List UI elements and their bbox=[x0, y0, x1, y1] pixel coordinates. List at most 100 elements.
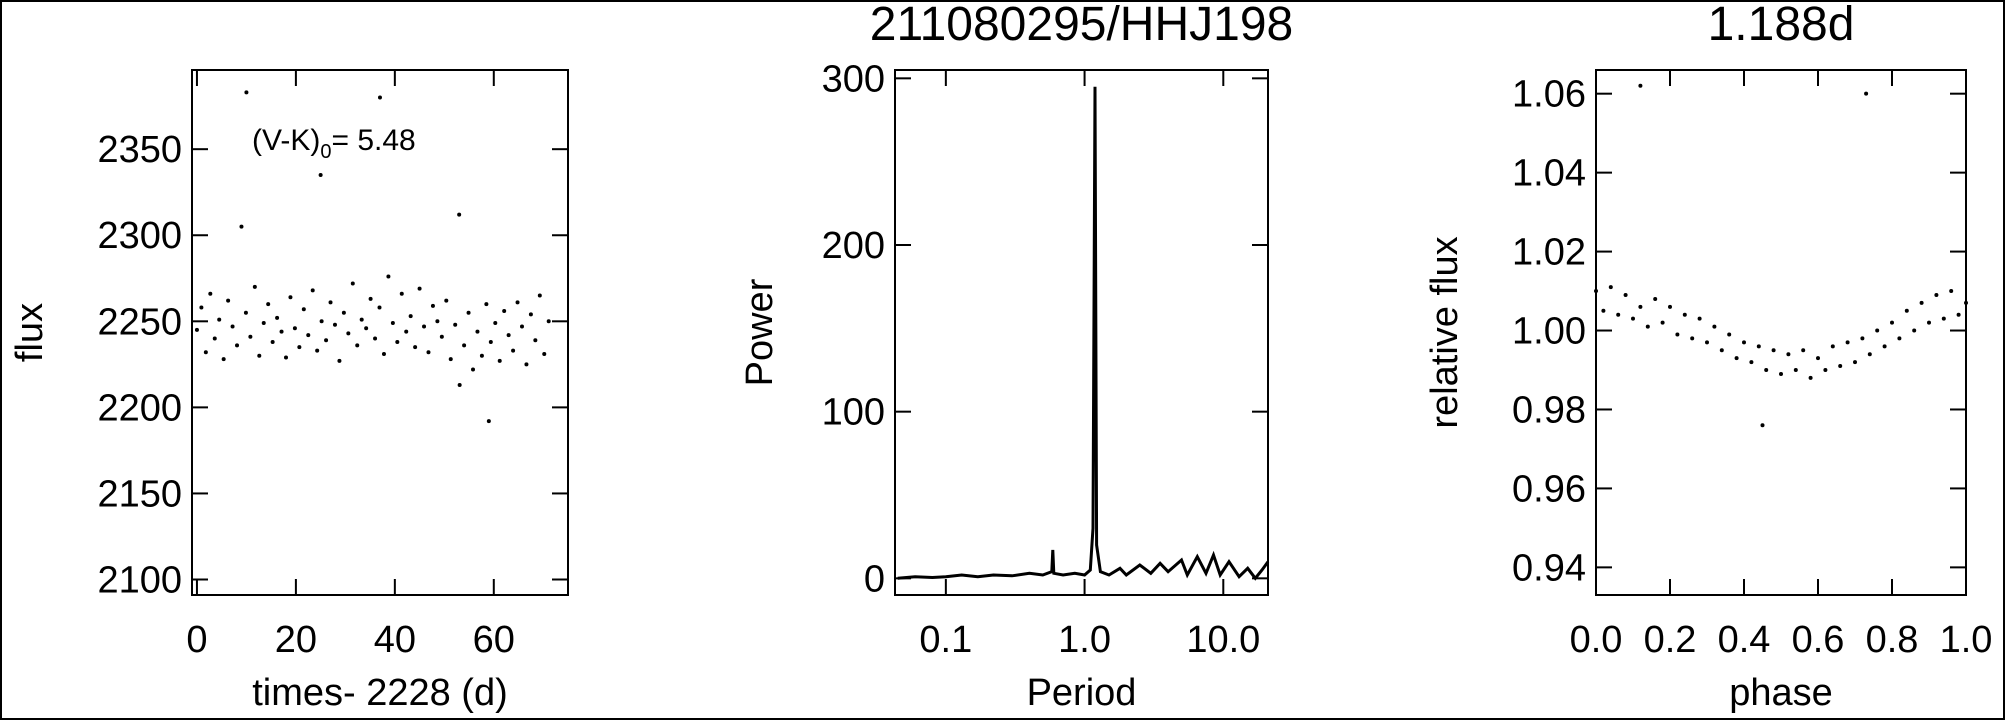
data-point bbox=[1638, 304, 1643, 309]
data-point bbox=[194, 327, 199, 332]
plot-frame bbox=[191, 69, 569, 596]
data-point bbox=[1682, 312, 1687, 317]
data-point bbox=[1904, 308, 1909, 313]
data-point bbox=[1830, 344, 1835, 349]
data-point bbox=[1838, 364, 1843, 369]
data-point bbox=[542, 352, 547, 357]
y-axis-label: flux bbox=[9, 303, 51, 362]
y-tick-label: 0.98 bbox=[1512, 389, 1586, 431]
data-point bbox=[1949, 289, 1954, 294]
data-point bbox=[1749, 360, 1754, 365]
data-point bbox=[328, 300, 333, 305]
data-point bbox=[1690, 336, 1695, 341]
y-tick-label: 200 bbox=[822, 225, 885, 267]
data-point bbox=[528, 312, 533, 317]
data-point bbox=[1808, 375, 1813, 380]
data-point bbox=[1956, 312, 1961, 317]
x-tick-label: 0.6 bbox=[1792, 619, 1845, 661]
data-point bbox=[252, 284, 257, 289]
data-point bbox=[1616, 312, 1621, 317]
data-point bbox=[1853, 360, 1857, 365]
data-point bbox=[346, 331, 351, 336]
y-tick-label: 0 bbox=[864, 558, 885, 600]
data-point bbox=[515, 300, 520, 305]
data-point bbox=[1727, 332, 1732, 337]
chart-title: 1.188d bbox=[1708, 0, 1855, 51]
y-tick-label: 0.94 bbox=[1512, 547, 1586, 589]
data-point bbox=[1601, 308, 1606, 313]
data-point bbox=[519, 324, 524, 329]
x-axis-label: times- 2228 (d) bbox=[252, 672, 508, 714]
data-point bbox=[306, 333, 311, 338]
y-tick-label: 2100 bbox=[97, 560, 182, 602]
data-point bbox=[1779, 371, 1783, 376]
y-tick-label: 1.00 bbox=[1512, 311, 1586, 353]
y-tick-label: 2200 bbox=[97, 387, 182, 429]
data-point bbox=[1882, 344, 1887, 349]
annotation: (V-K)0= 5.48 bbox=[252, 124, 416, 163]
x-tick-label: 0.1 bbox=[919, 619, 972, 661]
data-point bbox=[1875, 328, 1880, 333]
data-point bbox=[244, 90, 249, 95]
y-tick-label: 0.96 bbox=[1512, 468, 1586, 510]
data-point bbox=[1660, 320, 1665, 325]
data-point bbox=[475, 329, 480, 334]
y-tick-label: 100 bbox=[822, 392, 885, 434]
data-point bbox=[270, 339, 275, 344]
data-point bbox=[1786, 352, 1791, 357]
data-point bbox=[230, 324, 235, 329]
data-point bbox=[1890, 320, 1894, 325]
y-tick-label: 1.06 bbox=[1512, 74, 1586, 116]
data-point bbox=[390, 321, 395, 326]
y-tick-label: 2250 bbox=[97, 301, 182, 343]
data-point bbox=[1712, 324, 1717, 329]
data-point bbox=[1697, 316, 1702, 321]
x-tick-label: 0.2 bbox=[1644, 619, 1697, 661]
x-tick-label: 40 bbox=[374, 619, 416, 661]
data-point bbox=[546, 319, 551, 324]
data-point bbox=[239, 224, 244, 229]
data-point bbox=[426, 350, 431, 355]
data-point bbox=[1912, 328, 1917, 333]
data-point bbox=[279, 329, 284, 334]
data-point bbox=[1771, 348, 1776, 353]
data-point bbox=[524, 362, 529, 367]
data-point bbox=[332, 322, 337, 327]
data-point bbox=[417, 286, 422, 291]
data-point bbox=[1845, 340, 1850, 345]
data-point bbox=[355, 343, 360, 348]
data-point bbox=[319, 319, 324, 324]
y-tick-label: 1.04 bbox=[1512, 153, 1586, 195]
plot-frame bbox=[894, 69, 1269, 596]
data-point bbox=[457, 383, 462, 387]
data-point bbox=[488, 339, 493, 344]
data-point bbox=[408, 314, 413, 319]
data-point bbox=[368, 296, 373, 301]
data-point bbox=[301, 307, 306, 312]
data-point bbox=[439, 334, 444, 339]
data-point bbox=[310, 288, 315, 293]
data-point bbox=[208, 291, 213, 296]
data-point bbox=[257, 353, 262, 358]
data-point bbox=[373, 336, 378, 341]
data-point bbox=[1793, 368, 1798, 372]
y-axis-label: Power bbox=[739, 278, 781, 386]
data-point bbox=[486, 419, 491, 424]
data-point bbox=[462, 343, 467, 348]
data-point bbox=[248, 334, 253, 339]
data-point bbox=[1941, 316, 1946, 321]
data-point bbox=[292, 326, 297, 331]
data-point bbox=[1623, 293, 1628, 297]
data-point bbox=[422, 324, 427, 329]
data-point bbox=[288, 295, 293, 300]
y-tick-label: 300 bbox=[822, 58, 885, 100]
data-point bbox=[226, 298, 231, 303]
data-point bbox=[1645, 324, 1650, 329]
x-tick-label: 1.0 bbox=[1058, 619, 1111, 661]
data-point bbox=[1860, 336, 1865, 341]
data-point bbox=[1897, 336, 1902, 341]
data-point bbox=[413, 345, 418, 350]
data-point bbox=[364, 326, 369, 331]
data-point bbox=[1864, 91, 1869, 96]
